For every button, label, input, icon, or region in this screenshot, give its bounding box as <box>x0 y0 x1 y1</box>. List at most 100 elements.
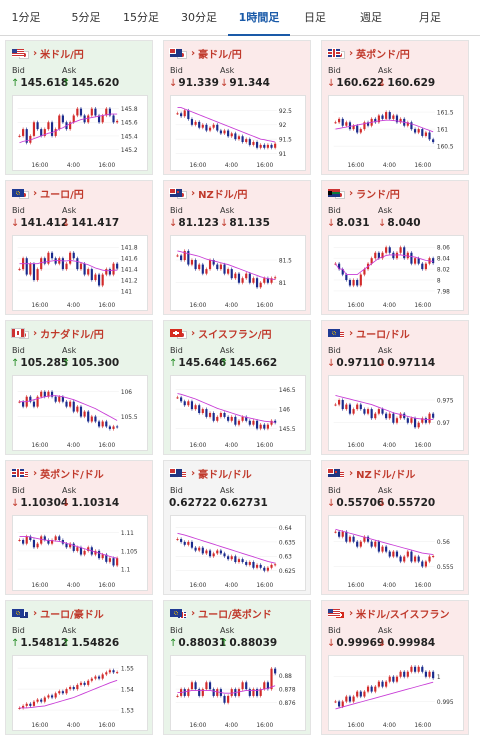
candle-body <box>36 699 39 702</box>
x-tick-label: 16:00 <box>190 303 207 309</box>
arrow-up-icon: ↑ <box>220 358 229 369</box>
card-title[interactable]: › ユーロ/円 <box>12 186 84 201</box>
candle-body <box>83 550 86 555</box>
card-title[interactable]: › NZドル/ドル <box>326 466 415 481</box>
candle-body <box>22 705 25 708</box>
candlestick-chart[interactable]: 106 105.5 16:00 4:00 16:00 <box>12 375 148 451</box>
candle-body <box>359 404 362 410</box>
x-tick-label: 4:00 <box>67 723 80 729</box>
candle-body <box>116 263 119 269</box>
tab-1hour[interactable]: 1時間足 <box>228 0 290 36</box>
x-tick-label: 16:00 <box>256 723 273 729</box>
candlestick-chart[interactable]: 92.5 92 91.5 91 16:00 4:00 16:00 <box>170 95 306 171</box>
card-title[interactable]: › 豪ドル/円 <box>168 46 242 61</box>
currency-card[interactable]: › 豪ドル/ドル Bid Ask 0.62722 0.62731 0.64 0.635 0.63… <box>163 460 311 595</box>
candle-body <box>83 263 86 275</box>
arrow-up-icon: ↑ <box>220 638 229 649</box>
currency-card[interactable]: › NZドル/ドル Bid Ask ↓0.55706 ↓0.55720 0.56 0.555 1… <box>321 460 469 595</box>
candlestick-chart[interactable]: 141.8 141.6 141.4 141.2 141 16:00 4:00 16:00 <box>12 235 148 311</box>
candle-body <box>374 413 377 419</box>
candle-body <box>374 541 377 547</box>
tab-daily[interactable]: 日足 <box>304 11 326 24</box>
x-tick-label: 16:00 <box>32 163 49 169</box>
candle-body <box>205 682 208 690</box>
currency-card[interactable]: › 英ポンド/円 Bid Ask ↓160.622 ↓160.629 161.5 161 160… <box>321 40 469 175</box>
candle-body <box>105 108 108 116</box>
candle-body <box>183 689 186 696</box>
candlestick-chart[interactable]: 0.88 0.878 0.876 16:00 4:00 16:00 <box>170 655 306 731</box>
currency-card[interactable]: › 米ドル/スイスフラン Bid Ask ↓0.99969 ↓0.99984 1 0.995 1… <box>321 600 469 735</box>
card-title[interactable]: › ユーロ/豪ドル <box>12 606 104 621</box>
candle-body <box>227 416 230 421</box>
card-title[interactable]: › ユーロ/英ポンド <box>170 606 272 621</box>
card-title[interactable]: › カナダドル/円 <box>11 326 104 341</box>
candle-body <box>183 541 186 545</box>
candlestick-chart[interactable]: 145.8 145.6 145.4 145.2 16:00 4:00 16:00 <box>12 95 148 171</box>
candle-body <box>54 396 57 402</box>
candle-body <box>406 418 409 423</box>
candle-body <box>381 409 384 414</box>
currency-card[interactable]: › ユーロ/豪ドル Bid Ask ↑1.54812 ↑1.54826 1.55 1.54 1.… <box>5 600 153 735</box>
moving-average-line <box>335 528 434 555</box>
candle-body <box>428 413 431 423</box>
candlestick-chart[interactable]: 81.5 81 16:00 4:00 16:00 <box>170 235 306 311</box>
candle-body <box>399 247 402 253</box>
candlestick-chart[interactable]: 8.06 8.04 8.02 8 7.98 16:00 4:00 16:00 <box>328 235 464 311</box>
arrow-up-icon: ↑ <box>169 358 178 369</box>
currency-card[interactable]: › ユーロ/英ポンド Bid Ask ↑0.88031 ↑0.88039 0.88 0.878… <box>163 600 311 735</box>
arrow-down-icon: ↓ <box>378 358 387 369</box>
currency-card[interactable]: › 米ドル/円 Bid Ask ↑145.618 ↑145.620 145.8 145.6 14… <box>5 40 153 175</box>
candle-body <box>190 541 194 548</box>
card-title[interactable]: › 米ドル/円 <box>12 46 84 61</box>
card-title[interactable]: › 豪ドル/ドル <box>168 466 252 481</box>
card-title[interactable]: › NZドル/円 <box>168 186 247 201</box>
tab-weekly[interactable]: 週足 <box>360 11 382 24</box>
y-tick-label: 1.53 <box>121 709 134 715</box>
tab-30min[interactable]: 30分足 <box>181 11 217 24</box>
currency-card[interactable]: › 英ポンド/ドル Bid Ask ↓1.10304 ↓1.10314 1.11 1.105 1… <box>5 460 153 595</box>
candlestick-chart[interactable]: 0.64 0.635 0.63 0.625 16:00 4:00 16:00 <box>170 515 306 591</box>
candlestick-chart[interactable]: 0.56 0.555 16:00 4:00 16:00 <box>328 515 464 591</box>
currency-card[interactable]: › ランド/円 Bid Ask ↓8.031 ↓8.040 8.06 8.04 8.02 8 7.9… <box>321 180 469 315</box>
candlestick-chart[interactable]: 1 0.995 16:00 4:00 16:00 <box>328 655 464 731</box>
candlestick-chart[interactable]: 0.975 0.97 16:00 4:00 16:00 <box>328 375 464 451</box>
tab-15min[interactable]: 15分足 <box>123 11 159 24</box>
card-title[interactable]: › スイスフラン/円 <box>170 326 271 341</box>
bid-label: Bid <box>12 206 25 215</box>
currency-card[interactable]: › 豪ドル/円 Bid Ask ↓91.339 ↓91.344 92.5 92 91.5 91 16… <box>163 40 311 175</box>
pair-name: 豪ドル/円 <box>198 49 242 61</box>
arrow-down-icon: ↓ <box>220 218 229 229</box>
candle-body <box>58 258 61 264</box>
currency-card[interactable]: › ユーロ/円 Bid Ask ↓141.412 ↓141.417 141.8 141.6 14… <box>5 180 153 315</box>
candle-body <box>424 263 427 270</box>
candle-body <box>94 108 97 116</box>
candle-body <box>40 129 43 136</box>
candlestick-chart[interactable]: 1.11 1.105 1.1 16:00 4:00 16:00 <box>12 515 148 591</box>
card-title[interactable]: › 米ドル/スイスフラン <box>328 606 449 621</box>
bid-price: ↓160.622 <box>327 77 384 89</box>
candle-body <box>366 536 370 542</box>
candle-body <box>410 666 413 672</box>
candle-body <box>22 129 25 136</box>
bid-price: ↑145.618 <box>11 77 68 89</box>
pair-name: 米ドル/円 <box>40 49 84 61</box>
y-tick-label: 145.4 <box>121 134 138 140</box>
currency-card[interactable]: › スイスフラン/円 Bid Ask ↑145.646 ↑145.662 146.5 146 1… <box>163 320 311 455</box>
candle-body <box>341 269 344 275</box>
card-title[interactable]: › ユーロ/ドル <box>328 326 410 341</box>
tab-5min[interactable]: 5分足 <box>71 11 101 24</box>
card-title[interactable]: › ランド/円 <box>328 186 400 201</box>
card-title[interactable]: › 英ポンド/ドル <box>11 466 104 481</box>
currency-card[interactable]: › NZドル/円 Bid Ask ↓81.123 ↓81.135 81.5 81 16:00 4:… <box>163 180 311 315</box>
candle-body <box>208 127 212 131</box>
y-tick-label: 0.88 <box>279 674 292 680</box>
candlestick-chart[interactable]: 161.5 161 160.5 16:00 4:00 16:00 <box>328 95 464 171</box>
candle-body <box>274 143 277 148</box>
currency-card[interactable]: › カナダドル/円 Bid Ask ↑105.285 ↑105.300 106 105.5 16… <box>5 320 153 455</box>
candlestick-chart[interactable]: 1.55 1.54 1.53 16:00 4:00 16:00 <box>12 655 148 731</box>
tab-monthly[interactable]: 月足 <box>419 11 441 24</box>
currency-card[interactable]: › ユーロ/ドル Bid Ask ↓0.97110 ↓0.97114 0.975 0.97 16… <box>321 320 469 455</box>
tab-1min[interactable]: 1分足 <box>11 11 41 24</box>
candlestick-chart[interactable]: 146.5 146 145.5 16:00 4:00 16:00 <box>170 375 306 451</box>
card-title[interactable]: › 英ポンド/円 <box>327 46 410 61</box>
